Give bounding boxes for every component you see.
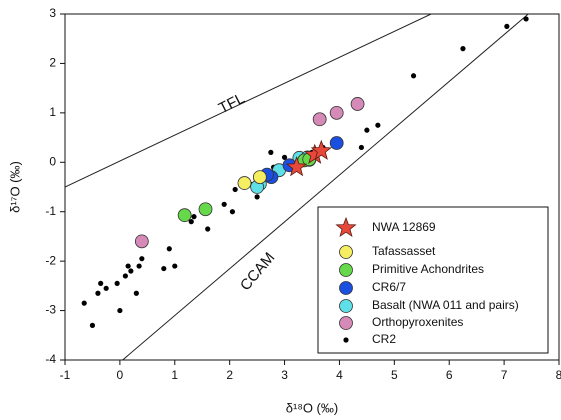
legend-label: NWA 12869 [372, 220, 436, 234]
circle-marker [312, 112, 327, 127]
dot-marker [191, 214, 197, 220]
dot-marker [281, 154, 288, 160]
dot-marker [254, 194, 260, 200]
x-tick-label: -1 [60, 368, 71, 382]
legend-label: CR2 [372, 332, 396, 346]
legend-marker [335, 216, 357, 238]
y-tick-label: 1 [49, 105, 56, 119]
dot-marker [410, 73, 417, 79]
dot-marker [221, 201, 227, 207]
legend-marker [343, 337, 349, 343]
dot-marker [89, 322, 96, 328]
y-tick-label: -3 [45, 303, 56, 317]
dot-marker [161, 265, 167, 272]
dot-marker [98, 280, 104, 286]
y-tick-label: -4 [45, 352, 56, 366]
legend-marker [339, 316, 353, 330]
circle-marker [329, 136, 344, 150]
dot-marker [268, 149, 274, 155]
plot-frame [64, 13, 560, 361]
circle-marker [329, 105, 344, 120]
star-marker [286, 156, 308, 177]
legend-marker [339, 245, 353, 259]
legend-marker [339, 281, 353, 295]
star-marker [310, 139, 332, 160]
dot-marker [229, 209, 236, 215]
circle-marker [252, 170, 267, 185]
circle-marker [350, 97, 365, 111]
dot-marker [172, 263, 178, 269]
dot-marker [125, 263, 131, 269]
dot-marker [103, 285, 109, 291]
dot-marker [81, 300, 87, 306]
y-tick-label: -2 [45, 253, 56, 267]
dot-marker [95, 290, 101, 296]
y-tick-label: -1 [45, 204, 56, 218]
dot-marker [364, 127, 370, 133]
x-tick-label: 7 [501, 368, 508, 382]
y-tick-label: 2 [49, 56, 56, 70]
dot-marker [136, 263, 142, 269]
x-tick-label: 2 [226, 368, 233, 382]
circle-marker [237, 176, 252, 190]
dot-marker [133, 290, 139, 296]
x-tick-label: 8 [556, 368, 561, 382]
reference-line-label: TFL [216, 90, 247, 117]
x-tick-label: 6 [446, 368, 453, 382]
legend-label: Tafassasset [372, 244, 436, 258]
dot-marker [166, 246, 172, 252]
dot-marker [188, 219, 194, 225]
dot-marker [205, 226, 211, 232]
x-tick-label: 1 [171, 368, 178, 382]
y-axis-label: δ¹⁷O (‰) [7, 161, 22, 213]
legend-label: Orthopyroxenites [372, 315, 463, 329]
dot-marker [504, 23, 510, 29]
legend-label: Basalt (NWA 011 and pairs) [372, 298, 519, 312]
reference-line-label: CCAM [237, 249, 278, 294]
dot-marker [358, 144, 364, 151]
legend-box [317, 206, 549, 354]
legend-label: Primitive Achondrites [372, 262, 484, 276]
circle-marker [177, 208, 192, 223]
x-tick-label: 4 [336, 368, 343, 382]
dot-marker [232, 186, 238, 193]
x-tick-label: 0 [117, 368, 124, 382]
circle-marker [134, 234, 149, 249]
reference-line [65, 14, 432, 188]
dot-marker [139, 256, 145, 262]
x-tick-label: 5 [391, 368, 398, 382]
circle-marker [198, 202, 213, 217]
reference-line [122, 14, 529, 360]
legend-marker [339, 263, 353, 277]
dot-marker [117, 307, 123, 314]
legend-marker [339, 299, 353, 313]
legend-label: CR6/7 [372, 280, 406, 294]
dot-marker [523, 16, 529, 22]
dot-marker [460, 46, 466, 52]
x-tick-label: 3 [281, 368, 288, 382]
y-tick-label: 3 [49, 6, 56, 20]
dot-marker [128, 268, 134, 274]
dot-marker [375, 122, 381, 128]
y-tick-label: 0 [49, 154, 56, 168]
dot-marker [114, 280, 120, 286]
x-axis-label: δ¹⁸O (‰) [286, 400, 338, 415]
plot-area [65, 14, 529, 360]
dot-marker [122, 273, 128, 279]
